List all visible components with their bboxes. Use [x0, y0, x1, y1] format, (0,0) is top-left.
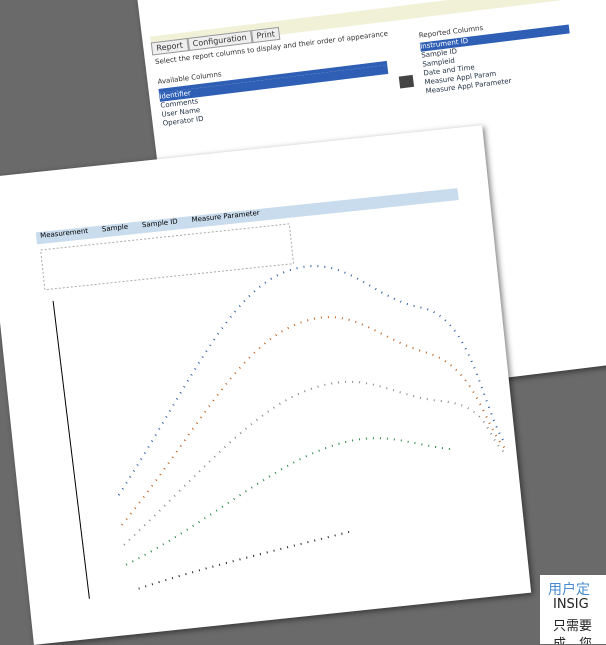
- text-line: INSIG: [553, 597, 589, 612]
- text-line: 成。您: [553, 633, 592, 644]
- curves: [117, 265, 508, 590]
- plot: [40, 223, 508, 599]
- tab[interactable]: Report: [150, 38, 189, 56]
- report-sheet: Measurement Sample Sample ID Measure Parame…: [0, 125, 532, 645]
- tab[interactable]: Print: [250, 26, 281, 44]
- text-line: 只需要: [553, 619, 593, 634]
- move-button[interactable]: [398, 74, 415, 89]
- available-list[interactable]: Identifier Comments User Name Operator ID: [158, 60, 392, 129]
- heading: 用户定: [548, 582, 590, 598]
- axis: [52, 300, 90, 599]
- side-text: 用户定 INSIG只需要成。您报告只: [540, 575, 606, 644]
